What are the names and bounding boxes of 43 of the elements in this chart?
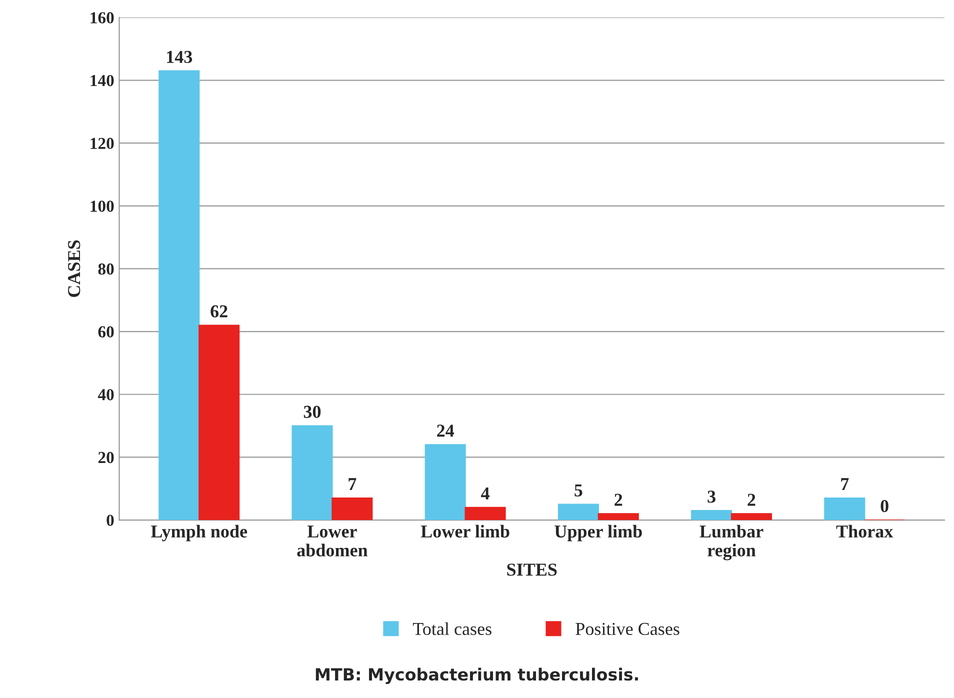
bar (424, 444, 466, 520)
data-label: 7 (348, 478, 356, 490)
bar (598, 513, 639, 520)
bar (464, 506, 506, 520)
bar (691, 510, 732, 520)
data-label: 2 (748, 494, 756, 506)
legend-label: Positive Cases (576, 622, 680, 636)
y-tick-label: 80 (98, 263, 114, 275)
y-tick-label: 60 (98, 326, 114, 338)
bar (158, 70, 200, 520)
y-tick-label: 120 (90, 138, 114, 150)
bar (824, 497, 866, 520)
bar (730, 513, 772, 520)
y-tick-label: 100 (90, 200, 114, 212)
text: MTB: Mycobacterium tuberculosis. (316, 668, 638, 684)
x-tick-label: Lymph node (151, 524, 248, 542)
y-tick-label: 0 (106, 514, 114, 526)
data-label: 143 (167, 50, 192, 64)
bar (558, 504, 599, 520)
data-label: 0 (880, 500, 888, 512)
data-label: 4 (481, 488, 490, 500)
data-label: 7 (841, 478, 849, 490)
x-axis-title: SITES (507, 564, 557, 576)
y-tick-label: 20 (98, 452, 114, 464)
x-tick-label: Thorax (836, 524, 894, 538)
data-label: 2 (614, 494, 622, 506)
data-label: 5 (574, 484, 582, 496)
x-tick-label: Upper limb (554, 524, 642, 542)
y-tick-label: 40 (98, 389, 114, 400)
x-tick-label: Lower abdomen (297, 526, 368, 556)
data-label: 62 (210, 305, 228, 318)
y-tick-label: 160 (90, 12, 114, 24)
x-tick-label: Lower limb (420, 524, 510, 538)
data-label: 30 (304, 406, 321, 418)
legend-label: Total cases (412, 622, 492, 636)
bar (292, 425, 333, 520)
bar (198, 324, 240, 520)
bar (332, 497, 373, 520)
y-axis-title: CASES (68, 240, 80, 297)
y-tick-label: 140 (90, 74, 114, 86)
data-label: 24 (437, 424, 454, 437)
data-label: 3 (708, 490, 716, 503)
x-tick-label: Lumbar region (700, 524, 764, 560)
